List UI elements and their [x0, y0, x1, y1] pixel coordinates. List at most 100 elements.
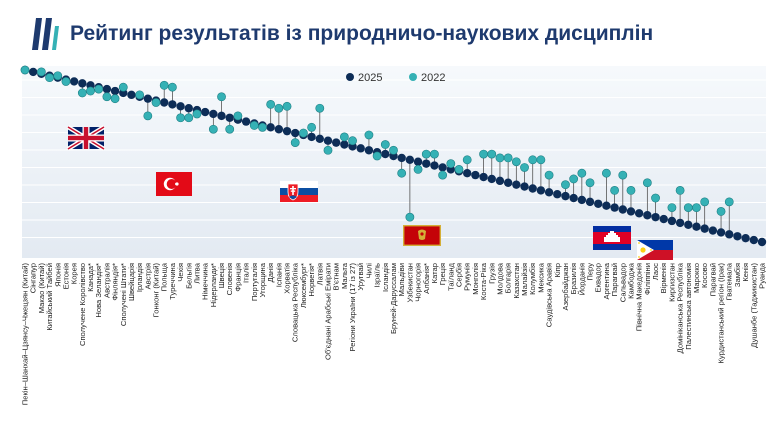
point-2022	[184, 113, 194, 123]
point-2022	[299, 128, 308, 138]
point-2022	[511, 157, 521, 167]
point-2025	[749, 235, 759, 245]
point-2025	[553, 190, 562, 199]
point-2025	[405, 155, 415, 165]
x-tick-label: Еквадор	[594, 263, 603, 292]
point-2022	[45, 73, 54, 83]
turkey-flag	[156, 172, 192, 196]
x-tick-label: Австрія	[143, 263, 152, 289]
point-2022	[274, 103, 284, 113]
point-2022	[118, 82, 128, 92]
x-tick-label: Малайзія	[520, 263, 529, 296]
point-2025	[643, 211, 652, 220]
x-tick-label: Чехія	[176, 263, 185, 282]
x-tick-label: Вірменія	[659, 263, 668, 293]
point-2022	[233, 111, 243, 121]
point-2022	[700, 197, 710, 207]
point-2022	[626, 185, 636, 195]
point-2022	[53, 71, 63, 81]
x-axis-labels: Пекін–Шанхай–Цзянсу–Чжецзян (Китай) Сінга…	[21, 262, 767, 405]
point-2025	[528, 184, 537, 193]
point-2022	[651, 193, 660, 203]
x-tick-label: Нідерланди*	[209, 263, 218, 307]
x-tick-label: Нова Зеландія*	[94, 263, 103, 318]
point-2022	[282, 101, 292, 111]
point-2022	[413, 164, 423, 174]
x-tick-label: Франція	[233, 263, 242, 292]
point-2025	[356, 144, 365, 153]
point-2025	[618, 205, 627, 214]
point-2022	[454, 164, 464, 174]
x-tick-label: Макао (Китай)	[37, 263, 46, 314]
x-tick-label: Казахстан	[512, 263, 521, 299]
x-tick-label: Ірландія	[135, 263, 144, 292]
x-tick-label: Іспанія	[274, 263, 283, 287]
point-2025	[626, 207, 636, 216]
point-2022	[159, 80, 169, 90]
x-tick-label: Румунія	[463, 263, 472, 291]
x-tick-label: Бразилія	[569, 263, 578, 294]
point-2022	[339, 132, 349, 142]
x-tick-label: Гватемала	[725, 262, 734, 300]
point-2025	[323, 136, 333, 145]
point-2022	[110, 94, 120, 104]
point-2022	[692, 203, 701, 212]
x-tick-label: В'єтнам	[332, 263, 341, 291]
point-2025	[495, 176, 505, 186]
point-2025	[209, 109, 218, 119]
x-tick-label: Люксембург*	[299, 263, 308, 308]
point-2022	[438, 170, 448, 180]
x-tick-label: Душанбе (Таджикистан)	[749, 263, 758, 348]
x-tick-label: Кенія	[741, 263, 750, 282]
point-2025	[651, 212, 660, 222]
x-tick-label: Сальвадор	[618, 263, 627, 302]
x-tick-label: Хорватія	[283, 263, 292, 294]
x-tick-label: Угорщина	[258, 262, 267, 297]
x-tick-label: Регіони України (17 із 27)	[348, 263, 357, 352]
x-tick-label: Камбоджа	[626, 262, 635, 299]
ranking-chart: 2025 2022	[21, 65, 767, 405]
point-2025	[544, 188, 554, 197]
point-2025	[241, 117, 251, 126]
point-2025	[585, 197, 595, 207]
x-tick-label: Пекін–Шанхай–Цзянсу–Чжецзян (Китай)	[21, 263, 30, 406]
point-2025	[217, 111, 226, 121]
point-2025	[659, 214, 668, 224]
point-2022	[143, 111, 153, 121]
x-tick-label: Колумбія	[528, 263, 537, 295]
x-tick-label: Бруней-Даруссалам	[389, 263, 398, 334]
point-2022	[208, 124, 218, 134]
point-2025	[733, 232, 742, 241]
x-tick-label: Португалія	[250, 263, 259, 301]
x-tick-label: Замбія	[733, 263, 742, 287]
x-tick-label: Албанія*	[422, 263, 431, 294]
x-tick-label: Сінгапур	[29, 263, 38, 293]
point-2022	[405, 212, 415, 222]
point-2022	[290, 138, 300, 148]
point-2022	[151, 98, 161, 107]
x-tick-label: Мальта	[340, 262, 349, 289]
point-2025	[520, 182, 529, 191]
page-title: Рейтинг результатів із природничо-науков…	[70, 22, 654, 45]
point-2022	[307, 122, 317, 132]
point-2025	[176, 102, 185, 111]
point-2022	[724, 197, 734, 207]
x-tick-label: Японія	[53, 263, 62, 287]
point-2022	[323, 145, 333, 155]
united-kingdom-flag	[66, 125, 106, 151]
point-2022	[249, 121, 259, 130]
x-tick-label: Саудівська Аравія	[545, 263, 554, 327]
point-2025	[69, 77, 79, 86]
point-2025	[282, 126, 292, 136]
point-2022	[675, 185, 685, 195]
x-tick-label: Ізраїль	[373, 263, 382, 288]
point-2025	[463, 169, 472, 178]
x-tick-label: Болгарія	[504, 263, 513, 293]
point-2025	[716, 228, 726, 237]
x-tick-label: Німеччина	[201, 262, 210, 300]
x-tick-label: Бельгія	[184, 263, 193, 289]
point-2025	[594, 199, 603, 208]
point-2022	[364, 130, 374, 140]
point-2022	[585, 178, 595, 188]
x-tick-label: Коста-Ріка	[479, 262, 488, 300]
